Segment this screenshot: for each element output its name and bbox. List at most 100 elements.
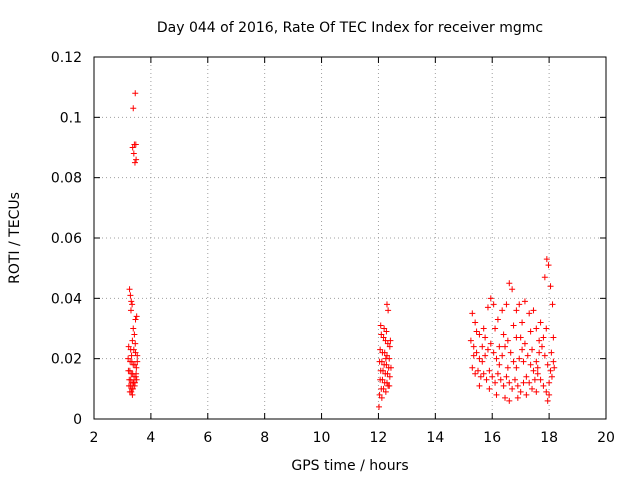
data-point [470, 343, 477, 350]
data-point [531, 376, 538, 383]
y-axis-label: ROTI / TECUs [7, 192, 23, 284]
data-point [470, 352, 477, 359]
data-point [378, 331, 385, 338]
data-point [513, 364, 520, 371]
data-point [385, 382, 392, 389]
data-point [383, 361, 390, 368]
data-point [543, 256, 550, 263]
data-point [547, 367, 554, 374]
data-point [133, 156, 140, 163]
data-point [510, 358, 517, 365]
data-point [131, 331, 138, 338]
data-point [131, 361, 138, 368]
data-point [486, 367, 493, 374]
data-point [479, 343, 486, 350]
data-point [130, 105, 137, 112]
data-point [383, 301, 390, 308]
data-point [490, 349, 497, 356]
data-point [131, 382, 138, 389]
y-tick-label: 0 [73, 412, 82, 428]
data-point [472, 370, 479, 377]
data-point [550, 358, 557, 365]
data-point [132, 90, 139, 97]
data-point [379, 376, 386, 383]
data-point [547, 283, 554, 290]
data-point [383, 379, 390, 386]
data-points [125, 90, 558, 410]
data-point [548, 373, 555, 380]
data-point [534, 364, 541, 371]
data-point [544, 361, 551, 368]
data-point [129, 337, 136, 344]
data-point [131, 159, 138, 166]
data-point [381, 325, 388, 332]
data-point [387, 337, 394, 344]
data-point [529, 346, 536, 353]
y-tick-label: 0.02 [51, 352, 82, 368]
data-point [480, 325, 487, 332]
data-point [514, 382, 521, 389]
y-tick-label: 0.12 [51, 50, 82, 66]
data-point [132, 316, 139, 323]
data-point [543, 325, 550, 332]
data-point [385, 307, 392, 314]
data-point [494, 316, 501, 323]
data-point [133, 370, 140, 377]
data-point [378, 358, 385, 365]
data-point [529, 385, 536, 392]
data-point [551, 364, 558, 371]
data-point [540, 382, 547, 389]
data-point [479, 358, 486, 365]
data-point [526, 310, 533, 317]
x-tick-label: 16 [483, 430, 501, 446]
data-point [509, 286, 516, 293]
data-point [127, 307, 134, 314]
data-point [506, 397, 513, 404]
data-point [132, 349, 139, 356]
data-point [476, 331, 483, 338]
data-point [493, 391, 500, 398]
data-point [376, 403, 383, 410]
data-point [126, 367, 133, 374]
data-point [382, 388, 389, 395]
data-point [546, 391, 553, 398]
data-point [377, 322, 384, 329]
data-point [134, 358, 141, 365]
data-point [381, 349, 388, 356]
data-point [490, 301, 497, 308]
data-point [127, 292, 134, 299]
data-point [503, 301, 510, 308]
data-point [482, 334, 489, 341]
data-point [516, 301, 523, 308]
y-axis-tick-labels: 0 0.02 0.04 0.06 0.08 0.1 0.12 [51, 50, 82, 428]
data-point [513, 307, 520, 314]
data-point [126, 286, 133, 293]
data-point [533, 358, 540, 365]
data-point [546, 379, 553, 386]
x-tick-label: 20 [597, 430, 615, 446]
grid-lines [94, 57, 606, 419]
data-point [549, 301, 556, 308]
data-point [503, 373, 510, 380]
data-point [472, 319, 479, 326]
data-point [129, 385, 136, 392]
data-point [500, 331, 507, 338]
data-point [513, 334, 520, 341]
data-point [129, 144, 136, 151]
data-point [480, 370, 487, 377]
data-point [477, 373, 484, 380]
data-point [536, 337, 543, 344]
data-point [499, 352, 506, 359]
data-point [541, 352, 548, 359]
data-point [504, 337, 511, 344]
data-point [129, 301, 136, 308]
data-point [128, 298, 135, 305]
data-point [380, 334, 387, 341]
data-point [487, 340, 494, 347]
data-point [523, 373, 530, 380]
data-point [539, 343, 545, 350]
data-point [383, 328, 390, 335]
data-point [516, 355, 523, 362]
data-point [496, 361, 503, 368]
x-axis-tick-labels: 2 4 6 8 10 12 14 16 18 20 [90, 430, 615, 446]
